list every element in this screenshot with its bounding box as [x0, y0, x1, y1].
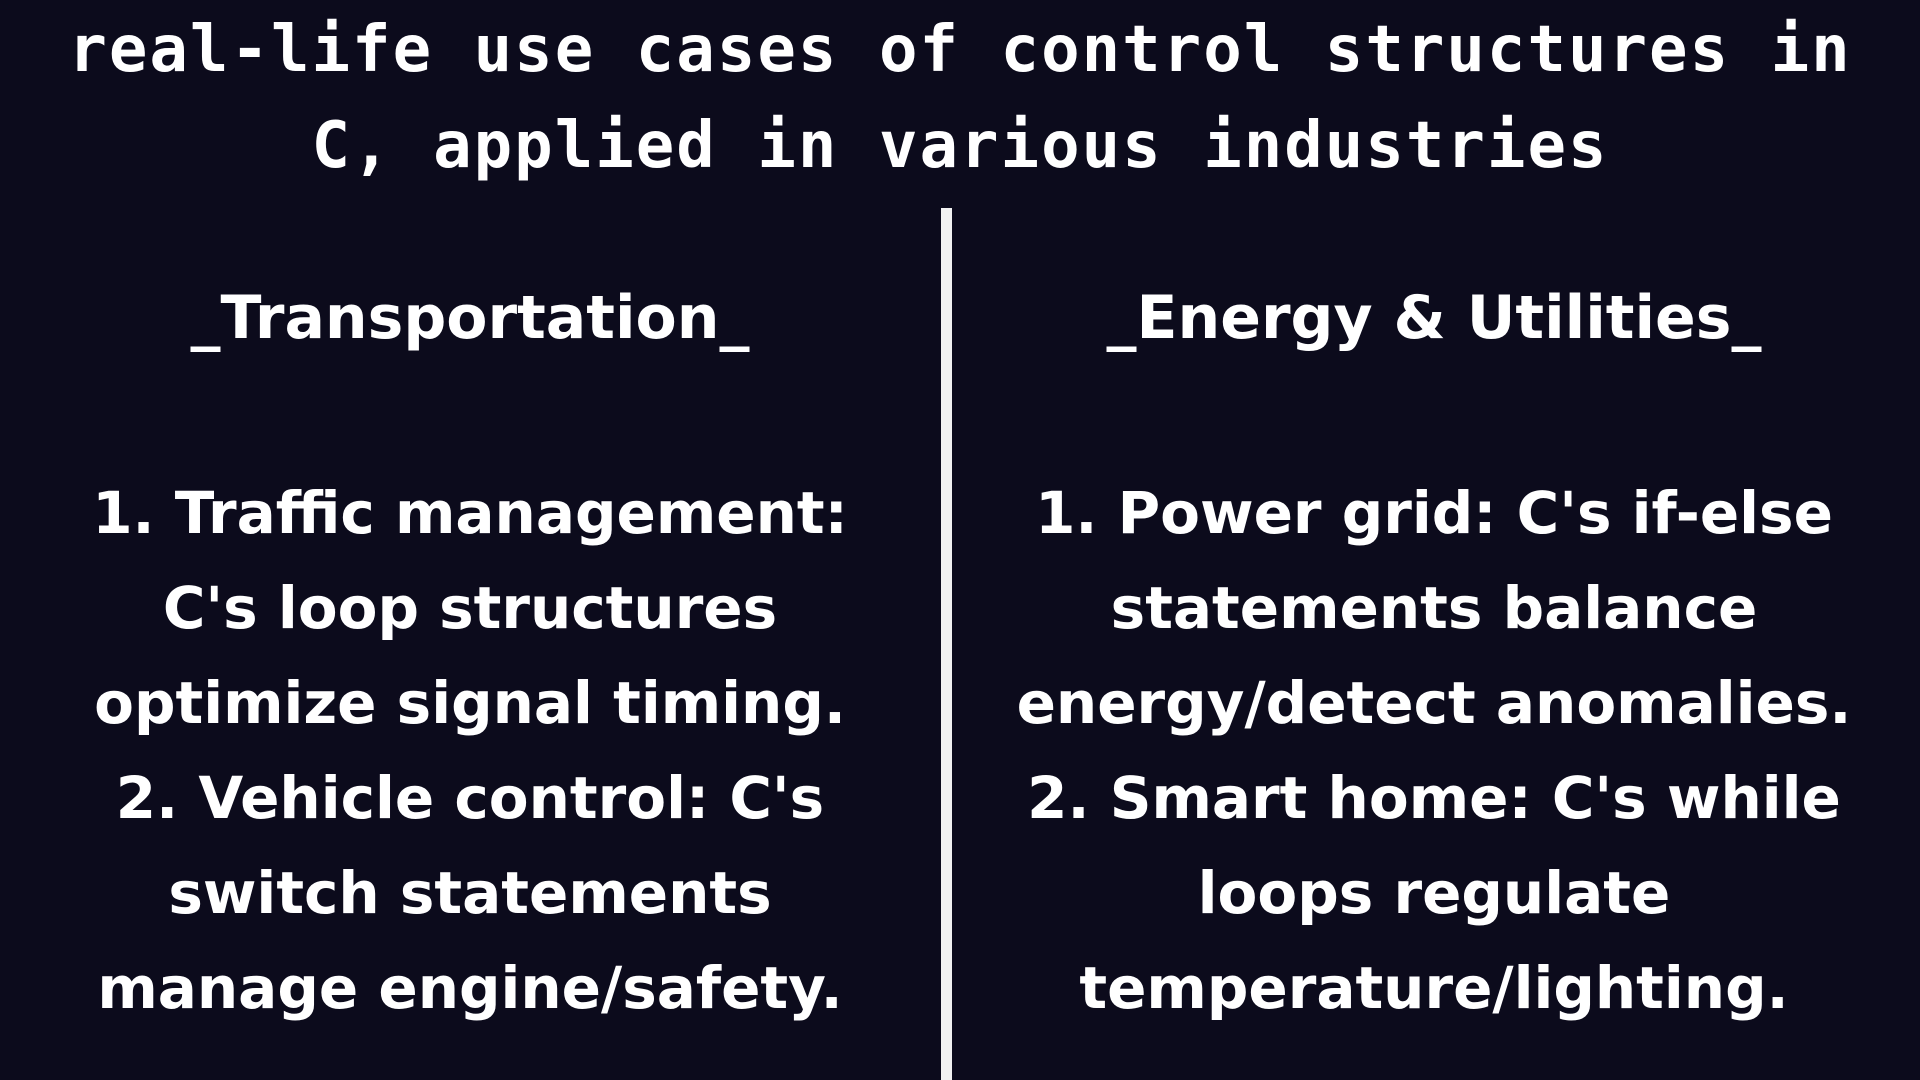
- transportation-line-2: C's loop structures: [162, 574, 778, 642]
- transportation-heading: _Transportation_: [190, 283, 750, 353]
- page-title-line-1: real-life use cases of control structure…: [68, 13, 1852, 87]
- energy-utilities-heading: _Energy & Utilities_: [1106, 283, 1762, 353]
- energy-utilities-column: _Energy & Utilities_ 1. Power grid: C's …: [968, 280, 1900, 1036]
- page-title-line-2: C, applied in various industries: [311, 109, 1609, 183]
- transportation-line-6: manage engine/safety.: [97, 954, 843, 1022]
- transportation-line-4: 2. Vehicle control: C's: [115, 764, 825, 832]
- page-title: real-life use cases of control structure…: [0, 2, 1920, 194]
- energy-utilities-line-1: 1. Power grid: C's if-else: [1035, 479, 1833, 547]
- transportation-line-5: switch statements: [168, 859, 772, 927]
- transportation-line-1: 1. Traffic management:: [92, 479, 848, 547]
- energy-utilities-line-2: statements balance: [1110, 574, 1758, 642]
- column-divider: [941, 208, 952, 1080]
- transportation-text: 1. Traffic management: C's loop structur…: [20, 466, 920, 1036]
- energy-utilities-line-5: loops regulate: [1197, 859, 1671, 927]
- energy-utilities-line-3: energy/detect anomalies.: [1016, 669, 1852, 737]
- transportation-line-3: optimize signal timing.: [94, 669, 846, 737]
- energy-utilities-line-4: 2. Smart home: C's while: [1027, 764, 1841, 832]
- transportation-column: _Transportation_ 1. Traffic management: …: [20, 280, 920, 1036]
- energy-utilities-text: 1. Power grid: C's if-else statements ba…: [968, 466, 1900, 1036]
- energy-utilities-line-6: temperature/lighting.: [1079, 954, 1789, 1022]
